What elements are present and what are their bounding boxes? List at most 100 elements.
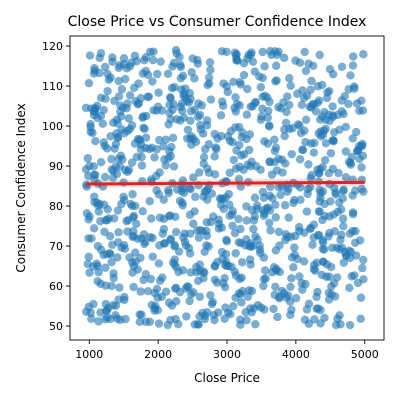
scatter-point bbox=[93, 241, 103, 251]
scatter-point bbox=[140, 124, 149, 134]
scatter-point bbox=[136, 253, 145, 263]
scatter-point bbox=[311, 266, 320, 275]
scatter-point bbox=[153, 293, 162, 302]
scatter-point bbox=[91, 136, 100, 146]
scatter-point bbox=[90, 175, 99, 185]
scatter-point bbox=[271, 213, 280, 222]
scatter-point bbox=[280, 53, 289, 63]
scatter-point bbox=[98, 119, 108, 128]
scatter-point bbox=[85, 212, 94, 221]
scatter-point bbox=[337, 62, 347, 72]
scatter-point bbox=[154, 319, 164, 328]
scatter-point bbox=[217, 223, 226, 232]
scatter-point bbox=[334, 168, 343, 178]
scatter-point bbox=[84, 252, 93, 262]
scatter-point bbox=[238, 286, 247, 296]
scatter-point bbox=[146, 274, 156, 284]
scatter-point bbox=[234, 214, 243, 224]
scatter-point bbox=[179, 233, 188, 242]
scatter-point bbox=[83, 154, 92, 163]
scatter-point bbox=[113, 206, 123, 215]
scatter-point bbox=[236, 238, 246, 248]
scatter-point bbox=[356, 293, 366, 302]
scatter-point bbox=[339, 221, 348, 231]
scatter-point bbox=[323, 88, 332, 97]
scatter-point bbox=[134, 79, 143, 88]
scatter-point bbox=[134, 99, 144, 108]
scatter-point bbox=[318, 112, 327, 121]
scatter-point bbox=[327, 282, 336, 291]
scatter-point bbox=[191, 192, 200, 202]
scatter-point bbox=[114, 76, 123, 86]
scatter-point bbox=[239, 59, 249, 68]
scatter-point bbox=[181, 241, 191, 250]
scatter-point bbox=[348, 134, 357, 143]
scatter-point bbox=[171, 227, 181, 237]
scatter-point bbox=[355, 106, 364, 116]
regression-line bbox=[85, 180, 365, 186]
scatter-point bbox=[205, 58, 215, 67]
scatter-point bbox=[169, 162, 179, 171]
scatter-point bbox=[125, 253, 134, 262]
scatter-point bbox=[315, 231, 324, 240]
scatter-point bbox=[87, 314, 96, 323]
scatter-point bbox=[95, 68, 104, 78]
scatter-point bbox=[315, 50, 324, 60]
scatter-point bbox=[306, 85, 315, 95]
scatter-point bbox=[256, 248, 265, 258]
scatter-point bbox=[222, 237, 232, 246]
scatter-point bbox=[114, 63, 123, 73]
scatter-point bbox=[260, 137, 269, 146]
scatter-point bbox=[247, 308, 256, 317]
scatter-point bbox=[158, 273, 167, 282]
scatter-point bbox=[300, 228, 309, 237]
scatter-point bbox=[274, 227, 284, 236]
scatter-point bbox=[286, 81, 295, 90]
scatter-point bbox=[81, 165, 91, 174]
scatter-point bbox=[332, 273, 342, 282]
scatter-point bbox=[185, 183, 194, 193]
scatter-point bbox=[131, 201, 140, 211]
plot-area bbox=[81, 45, 368, 330]
scatter-point bbox=[259, 281, 268, 291]
scatter-point bbox=[132, 56, 142, 66]
scatter-point bbox=[355, 236, 365, 245]
scatter-point bbox=[190, 105, 199, 114]
scatter-point bbox=[177, 85, 186, 94]
scatter-point bbox=[304, 299, 314, 309]
y-tick-label: 60 bbox=[49, 280, 63, 293]
scatter-point bbox=[124, 215, 133, 225]
scatter-point bbox=[220, 282, 230, 292]
scatter-point bbox=[82, 307, 91, 316]
scatter-point bbox=[209, 310, 218, 320]
scatter-point bbox=[215, 194, 225, 203]
scatter-point bbox=[89, 299, 98, 309]
scatter-point bbox=[123, 126, 132, 136]
scatter-point bbox=[113, 253, 122, 262]
scatter-point bbox=[93, 261, 102, 271]
scatter-point bbox=[287, 274, 296, 283]
scatter-point bbox=[141, 237, 150, 247]
scatter-point bbox=[297, 100, 307, 110]
scatter-point bbox=[221, 249, 231, 259]
y-tick-label: 120 bbox=[42, 40, 63, 53]
scatter-point bbox=[297, 279, 306, 288]
scatter-point bbox=[124, 114, 133, 123]
scatter-point bbox=[158, 229, 167, 238]
scatter-point bbox=[195, 260, 205, 269]
scatter-point bbox=[148, 55, 158, 65]
scatter-point bbox=[140, 56, 149, 65]
scatter-point bbox=[246, 242, 256, 252]
scatter-point bbox=[271, 200, 280, 209]
scatter-point bbox=[225, 200, 234, 209]
scatter-point bbox=[154, 259, 164, 268]
scatter-point bbox=[242, 216, 251, 225]
scatter-point bbox=[265, 97, 274, 107]
scatter-point bbox=[161, 135, 171, 144]
scatter-point bbox=[164, 188, 173, 198]
scatter-point bbox=[287, 149, 296, 159]
scatter-point bbox=[235, 140, 244, 150]
scatter-point bbox=[350, 82, 359, 91]
scatter-point bbox=[145, 317, 155, 326]
scatter-point bbox=[289, 263, 298, 272]
